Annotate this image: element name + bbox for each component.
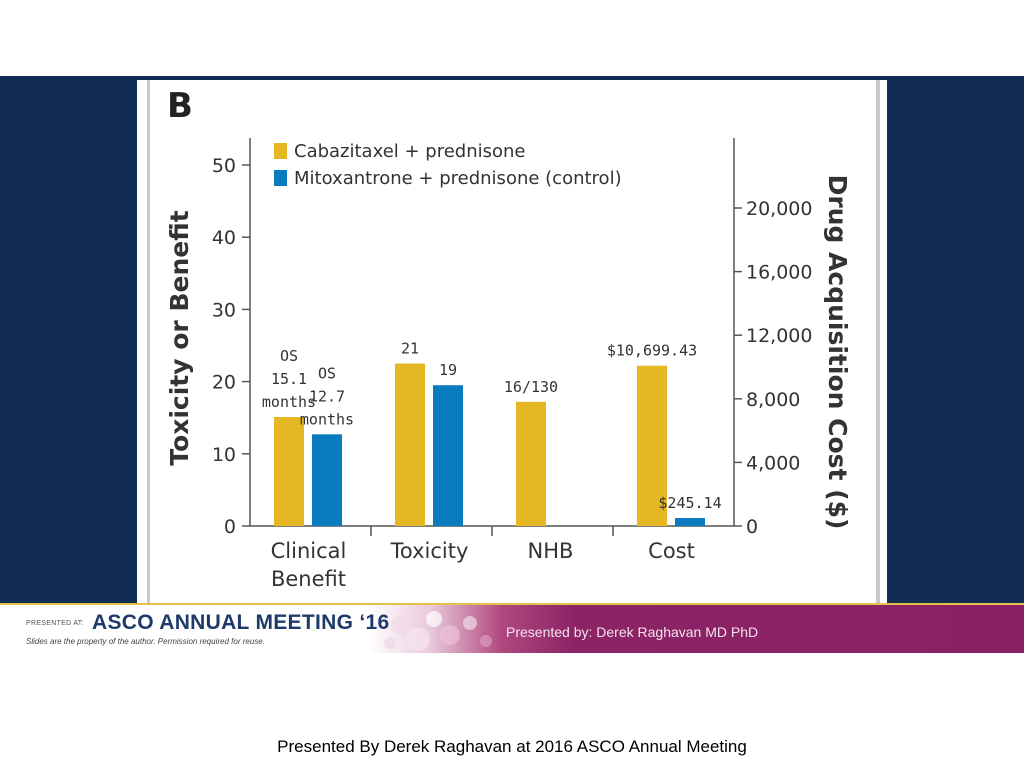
- data-label: OS: [280, 347, 298, 365]
- figure-border-left: [147, 80, 150, 604]
- y2-tick-label: 8,000: [746, 389, 800, 411]
- x-tick-label: Cost: [648, 539, 695, 563]
- data-label: 12.7: [309, 387, 345, 405]
- decorative-bubbles: [384, 611, 492, 651]
- bar-chart: B 0 10 20 30 40 50 0 4,000 8,000 12,000 16,000 20,00…: [165, 86, 852, 591]
- panel-letter: B: [167, 86, 193, 126]
- y-axis-title: Toxicity or Benefit: [165, 210, 194, 465]
- y2-tick-label: 16,000: [746, 262, 812, 284]
- y2-axis-title: Drug Acquisition Cost ($): [823, 175, 852, 530]
- presented-at-label: PRESENTED AT:: [26, 620, 84, 627]
- figure-panel: [137, 80, 887, 604]
- bar: [312, 434, 342, 526]
- x-tick-label: Toxicity: [390, 539, 469, 563]
- presenter-credit: Presented by: Derek Raghavan MD PhD: [506, 624, 759, 640]
- conference-footer: PRESENTED AT: ASCO ANNUAL MEETING ‘16 Sl…: [0, 603, 1024, 653]
- y2-tick-label: 4,000: [746, 452, 800, 474]
- bar: [675, 518, 705, 526]
- y2-tick-label: 12,000: [746, 325, 812, 347]
- legend-label: Mitoxantrone + prednisone (control): [294, 168, 622, 189]
- data-label: 19: [439, 361, 457, 379]
- data-label: 15.1: [271, 370, 307, 388]
- legend-swatch: [274, 143, 287, 159]
- legend-swatch: [274, 170, 287, 186]
- x-tick-label: Clinical: [271, 539, 347, 563]
- y2-tick-label: 0: [746, 516, 758, 538]
- data-label: months: [262, 393, 316, 411]
- x-tick-label: Benefit: [271, 567, 346, 591]
- data-label: months: [300, 410, 354, 428]
- page-caption: Presented By Derek Raghavan at 2016 ASCO…: [277, 737, 747, 756]
- legend-label: Cabazitaxel + prednisone: [294, 141, 526, 162]
- data-label: 21: [401, 340, 419, 358]
- bar: [637, 365, 667, 526]
- y-tick-label: 30: [212, 299, 236, 321]
- bar: [395, 363, 425, 526]
- meeting-name: ASCO ANNUAL MEETING ‘16: [92, 611, 390, 634]
- bar: [433, 385, 463, 526]
- y-tick-label: 20: [212, 372, 236, 394]
- y-tick-label: 10: [212, 444, 236, 466]
- data-label: OS: [318, 364, 336, 382]
- y-tick-label: 0: [224, 516, 236, 538]
- bar: [274, 416, 304, 526]
- data-label: $245.14: [658, 494, 721, 512]
- figure-border-right: [876, 80, 880, 604]
- y-tick-label: 40: [212, 227, 236, 249]
- data-label: $10,699.43: [607, 342, 697, 360]
- y2-tick-label: 20,000: [746, 198, 812, 220]
- data-label: 16/130: [504, 378, 558, 396]
- y-tick-label: 50: [212, 155, 236, 177]
- x-tick-label: NHB: [528, 539, 574, 563]
- bar: [516, 401, 546, 526]
- slides-note: Slides are the property of the author. P…: [26, 637, 265, 646]
